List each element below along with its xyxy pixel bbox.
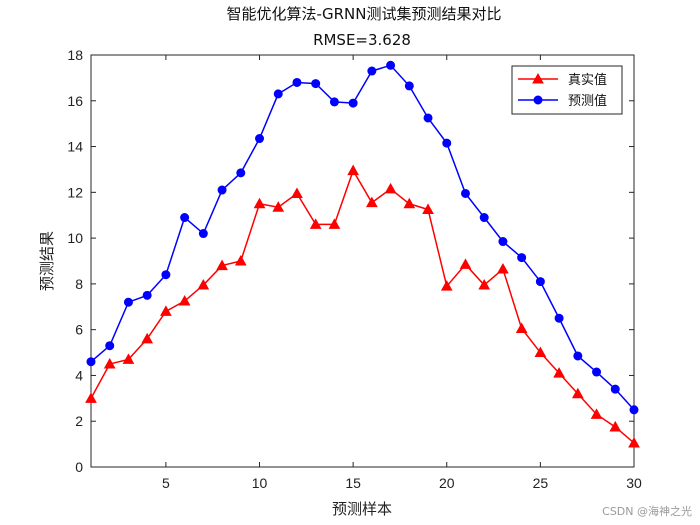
data-point xyxy=(347,164,359,176)
data-point xyxy=(609,420,622,432)
legend-label: 真实值 xyxy=(568,72,607,88)
legend-box xyxy=(511,65,623,115)
data-point xyxy=(180,213,190,223)
series-1 xyxy=(85,164,640,448)
x-axis-label: 预测样本 xyxy=(332,500,392,518)
axis-ticks: 5 10 15 20 25 30 0 2 4 6 8 10 12 14 16 18 xyxy=(67,47,642,491)
y-tick-label: 12 xyxy=(67,184,83,200)
data-point xyxy=(479,213,489,223)
data-point xyxy=(85,392,97,403)
data-point xyxy=(329,97,339,107)
x-tick-label: 20 xyxy=(439,475,455,491)
data-point xyxy=(123,297,133,307)
data-point xyxy=(366,196,378,208)
data-point xyxy=(590,408,603,419)
data-point xyxy=(328,218,341,229)
watermark: CSDN @海神之光 xyxy=(602,505,692,518)
data-point xyxy=(236,168,246,178)
data-point xyxy=(348,98,358,108)
y-tick-label: 14 xyxy=(67,139,83,155)
data-point xyxy=(217,185,227,195)
data-point xyxy=(517,253,527,263)
data-point xyxy=(178,295,191,306)
data-point xyxy=(497,262,509,274)
x-tick-label: 5 xyxy=(162,475,170,491)
series-2 xyxy=(86,60,639,415)
y-tick-label: 6 xyxy=(75,322,83,338)
data-point xyxy=(422,203,434,214)
data-point xyxy=(311,79,321,89)
y-tick-label: 2 xyxy=(75,413,83,429)
data-point xyxy=(234,254,247,266)
y-tick-label: 10 xyxy=(67,230,83,246)
legend-label: 预测值 xyxy=(568,93,607,109)
data-point xyxy=(610,384,620,394)
data-point xyxy=(161,270,171,280)
data-point xyxy=(86,357,96,367)
data-point xyxy=(198,229,208,239)
data-point xyxy=(573,351,583,361)
data-point xyxy=(253,197,266,209)
data-point xyxy=(292,77,302,87)
data-point xyxy=(571,387,584,399)
chart-title: 智能优化算法-GRNN测试集预测结果对比 xyxy=(227,5,502,23)
data-point xyxy=(592,367,602,377)
data-point xyxy=(628,436,640,448)
data-point xyxy=(141,332,154,344)
x-tick-label: 30 xyxy=(626,475,642,491)
series-line xyxy=(90,64,635,411)
data-point xyxy=(440,280,453,291)
data-point xyxy=(442,138,452,148)
data-point xyxy=(122,353,135,364)
data-point xyxy=(272,201,285,212)
legend-marker xyxy=(532,72,544,84)
data-point xyxy=(515,322,528,334)
data-point xyxy=(403,197,416,209)
y-axis-label: 预测结果 xyxy=(38,231,56,291)
data-point xyxy=(103,357,116,369)
data-point xyxy=(404,81,414,91)
y-tick-label: 4 xyxy=(75,367,83,383)
y-tick-label: 16 xyxy=(67,93,83,109)
data-point xyxy=(367,66,377,76)
data-point xyxy=(535,277,545,287)
legend-marker xyxy=(533,95,543,105)
data-point xyxy=(273,89,283,99)
plot-area xyxy=(90,54,635,468)
data-point xyxy=(255,134,265,144)
data-point xyxy=(534,346,547,358)
data-point xyxy=(498,237,508,247)
data-point xyxy=(142,290,152,300)
y-tick-label: 8 xyxy=(75,276,83,292)
data-point xyxy=(460,188,470,198)
y-tick-label: 0 xyxy=(75,459,83,475)
data-point xyxy=(105,341,115,351)
data-point xyxy=(423,113,433,123)
data-point xyxy=(478,279,491,290)
data-point xyxy=(197,279,210,290)
chart-subtitle: RMSE=3.628 xyxy=(313,31,411,49)
x-tick-label: 25 xyxy=(533,475,549,491)
data-point xyxy=(291,187,303,198)
x-tick-label: 10 xyxy=(252,475,268,491)
series-layer xyxy=(85,60,640,448)
data-point xyxy=(309,218,322,229)
data-point xyxy=(553,367,565,378)
y-tick-label: 18 xyxy=(67,47,83,63)
x-tick-label: 15 xyxy=(345,475,361,491)
data-point xyxy=(216,259,228,271)
data-point xyxy=(160,305,172,316)
data-point xyxy=(629,405,639,415)
data-point xyxy=(384,182,397,194)
data-point xyxy=(554,313,564,323)
data-point xyxy=(459,258,472,269)
data-point xyxy=(386,60,396,70)
